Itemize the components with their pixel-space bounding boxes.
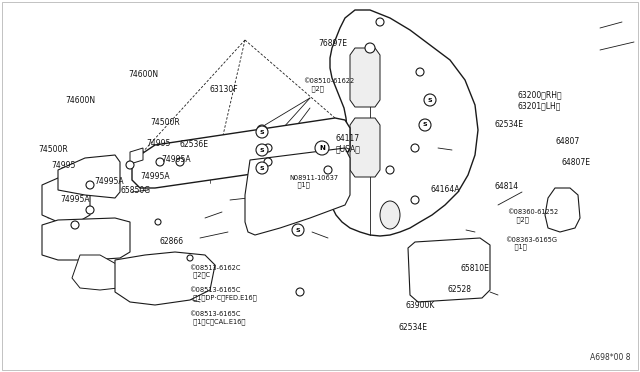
Circle shape xyxy=(264,144,272,152)
Text: 63200〈RH〉
63201〈LH〉: 63200〈RH〉 63201〈LH〉 xyxy=(517,91,562,110)
Circle shape xyxy=(256,162,268,174)
Text: S: S xyxy=(260,129,264,135)
Text: 74995A: 74995A xyxy=(95,177,124,186)
Circle shape xyxy=(324,166,332,174)
Circle shape xyxy=(292,224,304,236)
Polygon shape xyxy=(350,118,380,177)
Polygon shape xyxy=(115,252,215,305)
Text: 63130F: 63130F xyxy=(210,85,239,94)
Polygon shape xyxy=(72,255,125,290)
Text: ©08513-6162C
  、2〉C: ©08513-6162C 、2〉C xyxy=(189,265,240,278)
Text: 64814: 64814 xyxy=(495,182,519,191)
Circle shape xyxy=(421,121,429,129)
Polygon shape xyxy=(408,238,490,302)
Circle shape xyxy=(256,126,268,138)
Text: 62536E: 62536E xyxy=(179,140,208,149)
Text: 74995: 74995 xyxy=(146,139,170,148)
Circle shape xyxy=(411,196,419,204)
Text: ©08513-6165C
  、1〉DP·C〈FED.E16〉: ©08513-6165C 、1〉DP·C〈FED.E16〉 xyxy=(189,287,257,301)
Text: 74500R: 74500R xyxy=(38,145,68,154)
Text: 74600N: 74600N xyxy=(65,96,95,105)
Polygon shape xyxy=(132,118,350,188)
Circle shape xyxy=(315,141,329,155)
Polygon shape xyxy=(350,48,380,107)
Circle shape xyxy=(424,94,436,106)
Polygon shape xyxy=(245,148,350,235)
Circle shape xyxy=(155,219,161,225)
Circle shape xyxy=(419,119,431,131)
Circle shape xyxy=(426,96,434,104)
Text: ©08510-61622
    、2〉: ©08510-61622 、2〉 xyxy=(303,78,355,92)
Circle shape xyxy=(295,225,301,231)
Circle shape xyxy=(316,144,324,152)
Text: 64117
〈USA〉: 64117 〈USA〉 xyxy=(335,134,360,153)
Text: 74500R: 74500R xyxy=(150,118,180,126)
Circle shape xyxy=(411,144,419,152)
Text: A698*00 8: A698*00 8 xyxy=(589,353,630,362)
Text: ©08513-6165C
  、1〉C〈CAL.E16〉: ©08513-6165C 、1〉C〈CAL.E16〉 xyxy=(189,311,245,325)
Text: 62528: 62528 xyxy=(448,285,472,294)
Circle shape xyxy=(126,161,134,169)
Circle shape xyxy=(296,288,304,296)
Text: N08911-10637
    、1〉: N08911-10637 、1〉 xyxy=(289,175,339,188)
Ellipse shape xyxy=(380,201,400,229)
Text: S: S xyxy=(422,122,428,128)
Polygon shape xyxy=(58,155,120,198)
Circle shape xyxy=(176,158,184,166)
Text: N: N xyxy=(319,145,325,151)
Circle shape xyxy=(376,18,384,26)
Text: S: S xyxy=(428,97,432,103)
Text: 76897E: 76897E xyxy=(318,39,347,48)
Text: 65850G: 65850G xyxy=(120,186,150,195)
Polygon shape xyxy=(130,148,143,164)
Circle shape xyxy=(187,255,193,261)
Text: 74995A: 74995A xyxy=(161,155,191,164)
Text: 63900K: 63900K xyxy=(406,301,435,310)
Text: S: S xyxy=(260,148,264,153)
Circle shape xyxy=(86,206,94,214)
Circle shape xyxy=(416,68,424,76)
Circle shape xyxy=(86,181,94,189)
Text: 62866: 62866 xyxy=(160,237,184,246)
Text: 74995A: 74995A xyxy=(61,195,90,203)
Text: 65810E: 65810E xyxy=(461,264,490,273)
Polygon shape xyxy=(42,178,90,222)
Text: 62534E: 62534E xyxy=(494,121,523,129)
Polygon shape xyxy=(330,10,478,236)
Text: 64807: 64807 xyxy=(556,137,580,146)
Circle shape xyxy=(156,158,164,166)
Circle shape xyxy=(71,221,79,229)
Text: 74995A: 74995A xyxy=(141,172,170,181)
Polygon shape xyxy=(545,188,580,232)
Text: 74600N: 74600N xyxy=(128,70,158,79)
Text: ©08363-6165G
    、1〉: ©08363-6165G 、1〉 xyxy=(506,237,557,250)
Text: 64807E: 64807E xyxy=(562,158,591,167)
Polygon shape xyxy=(42,218,130,260)
Text: 64164A: 64164A xyxy=(430,185,460,194)
Text: ©08360-61252
    、2〉: ©08360-61252 、2〉 xyxy=(508,209,559,222)
Circle shape xyxy=(365,43,375,53)
Text: S: S xyxy=(296,228,300,232)
Circle shape xyxy=(257,125,267,135)
Circle shape xyxy=(264,158,272,166)
Circle shape xyxy=(386,166,394,174)
Circle shape xyxy=(256,144,268,156)
Text: S: S xyxy=(260,166,264,170)
Text: 62534E: 62534E xyxy=(398,323,427,332)
Text: 74995: 74995 xyxy=(51,161,76,170)
